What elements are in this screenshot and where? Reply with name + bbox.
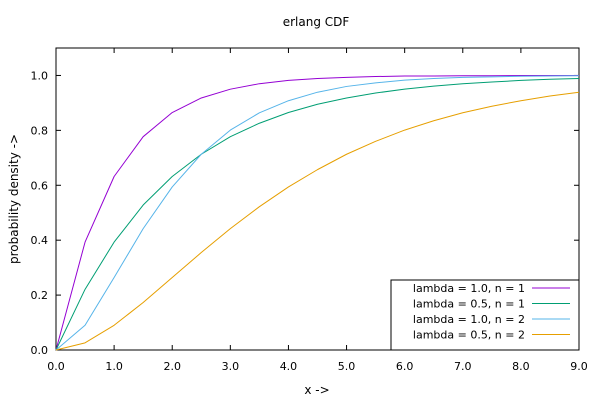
legend-label-4: lambda = 0.5, n = 2 — [413, 329, 525, 342]
x-tick-label: 8.0 — [512, 360, 530, 373]
y-tick-label: 0.2 — [31, 289, 49, 302]
chart-title: erlang CDF — [283, 15, 350, 29]
x-tick-label: 0.0 — [47, 360, 65, 373]
legend-label-1: lambda = 1.0, n = 1 — [413, 282, 525, 295]
x-tick-label: 7.0 — [454, 360, 472, 373]
y-axis-label: probability density -> — [7, 134, 21, 264]
series-layer — [55, 74, 580, 351]
legend-label-2: lambda = 0.5, n = 1 — [413, 298, 525, 311]
y-tick-label: 0.6 — [31, 179, 49, 192]
legend-box — [390, 279, 580, 351]
x-tick-label: 9.0 — [570, 360, 588, 373]
x-tick-label: 5.0 — [338, 360, 356, 373]
series-line-3 — [55, 75, 580, 351]
axis-ticks: 0.0 1.0 2.0 3.0 4.0 5.0 6.0 7.0 8.0 9.0 0.0 0.2 0.4 0… — [31, 48, 588, 373]
y-tick-label: 1.0 — [31, 69, 49, 82]
y-tick-label: 0.4 — [31, 234, 49, 247]
series-line-4 — [55, 91, 580, 351]
series-line-1 — [55, 74, 579, 351]
y-tick-label: 0.8 — [31, 124, 49, 137]
series-line-2 — [55, 77, 580, 351]
y-tick-label: 0.0 — [31, 344, 49, 357]
legend-label-3: lambda = 1.0, n = 2 — [413, 313, 525, 326]
x-axis-label: x -> — [304, 383, 329, 397]
x-tick-label: 3.0 — [222, 360, 240, 373]
plot-frame — [55, 47, 580, 351]
x-tick-label: 6.0 — [396, 360, 414, 373]
x-tick-label: 1.0 — [105, 360, 123, 373]
legend: lambda = 1.0, n = 1 lambda = 0.5, n = 1 la… — [390, 279, 580, 351]
x-tick-label: 2.0 — [163, 360, 181, 373]
x-tick-label: 4.0 — [280, 360, 298, 373]
